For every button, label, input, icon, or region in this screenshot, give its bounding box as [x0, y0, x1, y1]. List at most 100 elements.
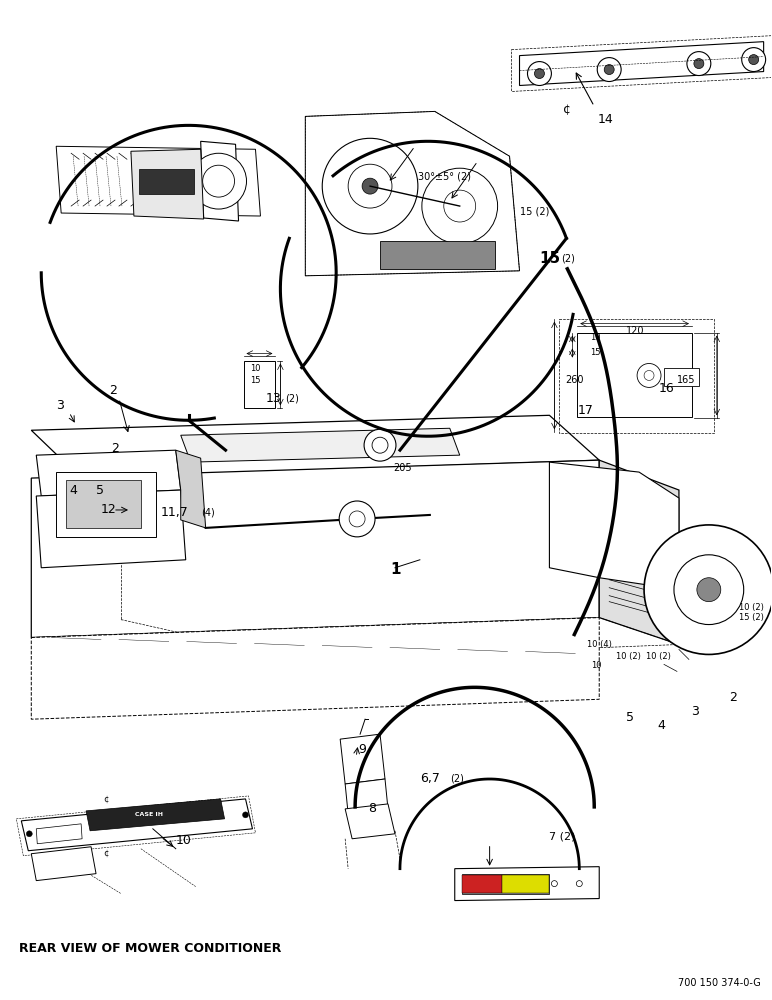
Text: REAR VIEW OF MOWER CONDITIONER: REAR VIEW OF MOWER CONDITIONER	[19, 942, 282, 955]
Text: ¢: ¢	[103, 794, 109, 803]
Circle shape	[349, 511, 365, 527]
Text: 10: 10	[176, 834, 191, 847]
Polygon shape	[340, 734, 385, 784]
Text: 2: 2	[111, 442, 119, 455]
Text: 15 (2): 15 (2)	[739, 613, 764, 622]
Text: 1: 1	[390, 562, 401, 577]
Text: 4: 4	[657, 719, 665, 732]
Text: 10: 10	[591, 333, 601, 342]
Polygon shape	[550, 462, 679, 590]
Text: (2): (2)	[450, 774, 464, 784]
Text: ¢: ¢	[564, 103, 571, 116]
Circle shape	[362, 178, 378, 194]
Text: 9: 9	[358, 743, 366, 756]
Text: 14: 14	[598, 113, 613, 126]
Bar	[66, 480, 141, 528]
Text: (4): (4)	[201, 508, 215, 518]
Circle shape	[339, 501, 375, 537]
Text: ¢: ¢	[103, 849, 109, 858]
Circle shape	[322, 138, 418, 234]
Polygon shape	[520, 42, 764, 85]
Text: 5: 5	[96, 484, 104, 497]
Bar	[577, 333, 692, 417]
Bar	[462, 874, 550, 894]
Bar	[462, 875, 502, 893]
Text: 11,7: 11,7	[161, 506, 188, 519]
Bar	[502, 875, 550, 893]
Polygon shape	[455, 867, 599, 901]
Circle shape	[191, 153, 246, 209]
Polygon shape	[36, 824, 82, 844]
Text: 10: 10	[591, 661, 601, 670]
Polygon shape	[56, 146, 260, 216]
Text: 10 (2): 10 (2)	[646, 652, 671, 661]
Text: 17: 17	[577, 404, 593, 417]
Bar	[560, 319, 714, 433]
Text: 8: 8	[368, 802, 376, 815]
Circle shape	[697, 578, 721, 602]
Circle shape	[687, 52, 711, 76]
Circle shape	[598, 58, 621, 82]
Circle shape	[637, 363, 661, 387]
Polygon shape	[345, 779, 388, 814]
Text: 700 150 374-0-G: 700 150 374-0-G	[678, 978, 760, 988]
Polygon shape	[181, 428, 460, 462]
Bar	[243, 361, 276, 408]
Circle shape	[372, 437, 388, 453]
Polygon shape	[131, 149, 204, 219]
Circle shape	[694, 59, 704, 69]
Polygon shape	[36, 490, 186, 568]
Circle shape	[422, 168, 498, 244]
Text: 15: 15	[250, 376, 261, 385]
Text: 3: 3	[691, 705, 699, 718]
Bar	[56, 472, 156, 537]
Circle shape	[604, 65, 615, 75]
Polygon shape	[176, 450, 205, 528]
Text: 205: 205	[393, 463, 411, 473]
Text: 15: 15	[591, 348, 601, 357]
Circle shape	[644, 370, 654, 380]
Polygon shape	[22, 799, 252, 851]
Text: 7 (2): 7 (2)	[550, 832, 576, 842]
Text: 10 (4): 10 (4)	[587, 640, 612, 649]
Text: 13: 13	[266, 392, 281, 405]
Polygon shape	[201, 141, 239, 221]
Text: 30°±5° (2): 30°±5° (2)	[418, 171, 471, 181]
Text: 15 (2): 15 (2)	[520, 206, 549, 216]
Text: 15: 15	[540, 251, 560, 266]
Text: CASE IH: CASE IH	[135, 812, 163, 817]
Circle shape	[551, 881, 557, 887]
Circle shape	[527, 62, 551, 85]
Text: 4: 4	[69, 484, 77, 497]
Text: 6,7: 6,7	[420, 772, 440, 785]
Circle shape	[644, 525, 772, 654]
Circle shape	[742, 48, 766, 72]
Circle shape	[749, 55, 759, 65]
Bar	[139, 169, 194, 194]
Circle shape	[348, 164, 392, 208]
Circle shape	[203, 165, 235, 197]
Text: 12: 12	[101, 503, 117, 516]
Text: 10 (2): 10 (2)	[616, 652, 641, 661]
Text: 16: 16	[659, 382, 675, 395]
Polygon shape	[32, 618, 599, 719]
Bar	[664, 368, 699, 386]
Circle shape	[26, 831, 32, 837]
Circle shape	[364, 429, 396, 461]
Polygon shape	[32, 460, 599, 638]
Text: (2): (2)	[286, 393, 300, 403]
Polygon shape	[32, 847, 96, 881]
Polygon shape	[599, 460, 679, 644]
Polygon shape	[32, 415, 599, 478]
Text: 5: 5	[626, 711, 634, 724]
Polygon shape	[305, 111, 520, 276]
Polygon shape	[36, 450, 181, 496]
Circle shape	[444, 190, 476, 222]
Bar	[380, 241, 495, 269]
Text: 260: 260	[565, 375, 584, 385]
Polygon shape	[345, 804, 395, 839]
Circle shape	[577, 881, 582, 887]
Circle shape	[534, 69, 544, 79]
Circle shape	[674, 555, 743, 625]
Text: 2: 2	[729, 691, 736, 704]
